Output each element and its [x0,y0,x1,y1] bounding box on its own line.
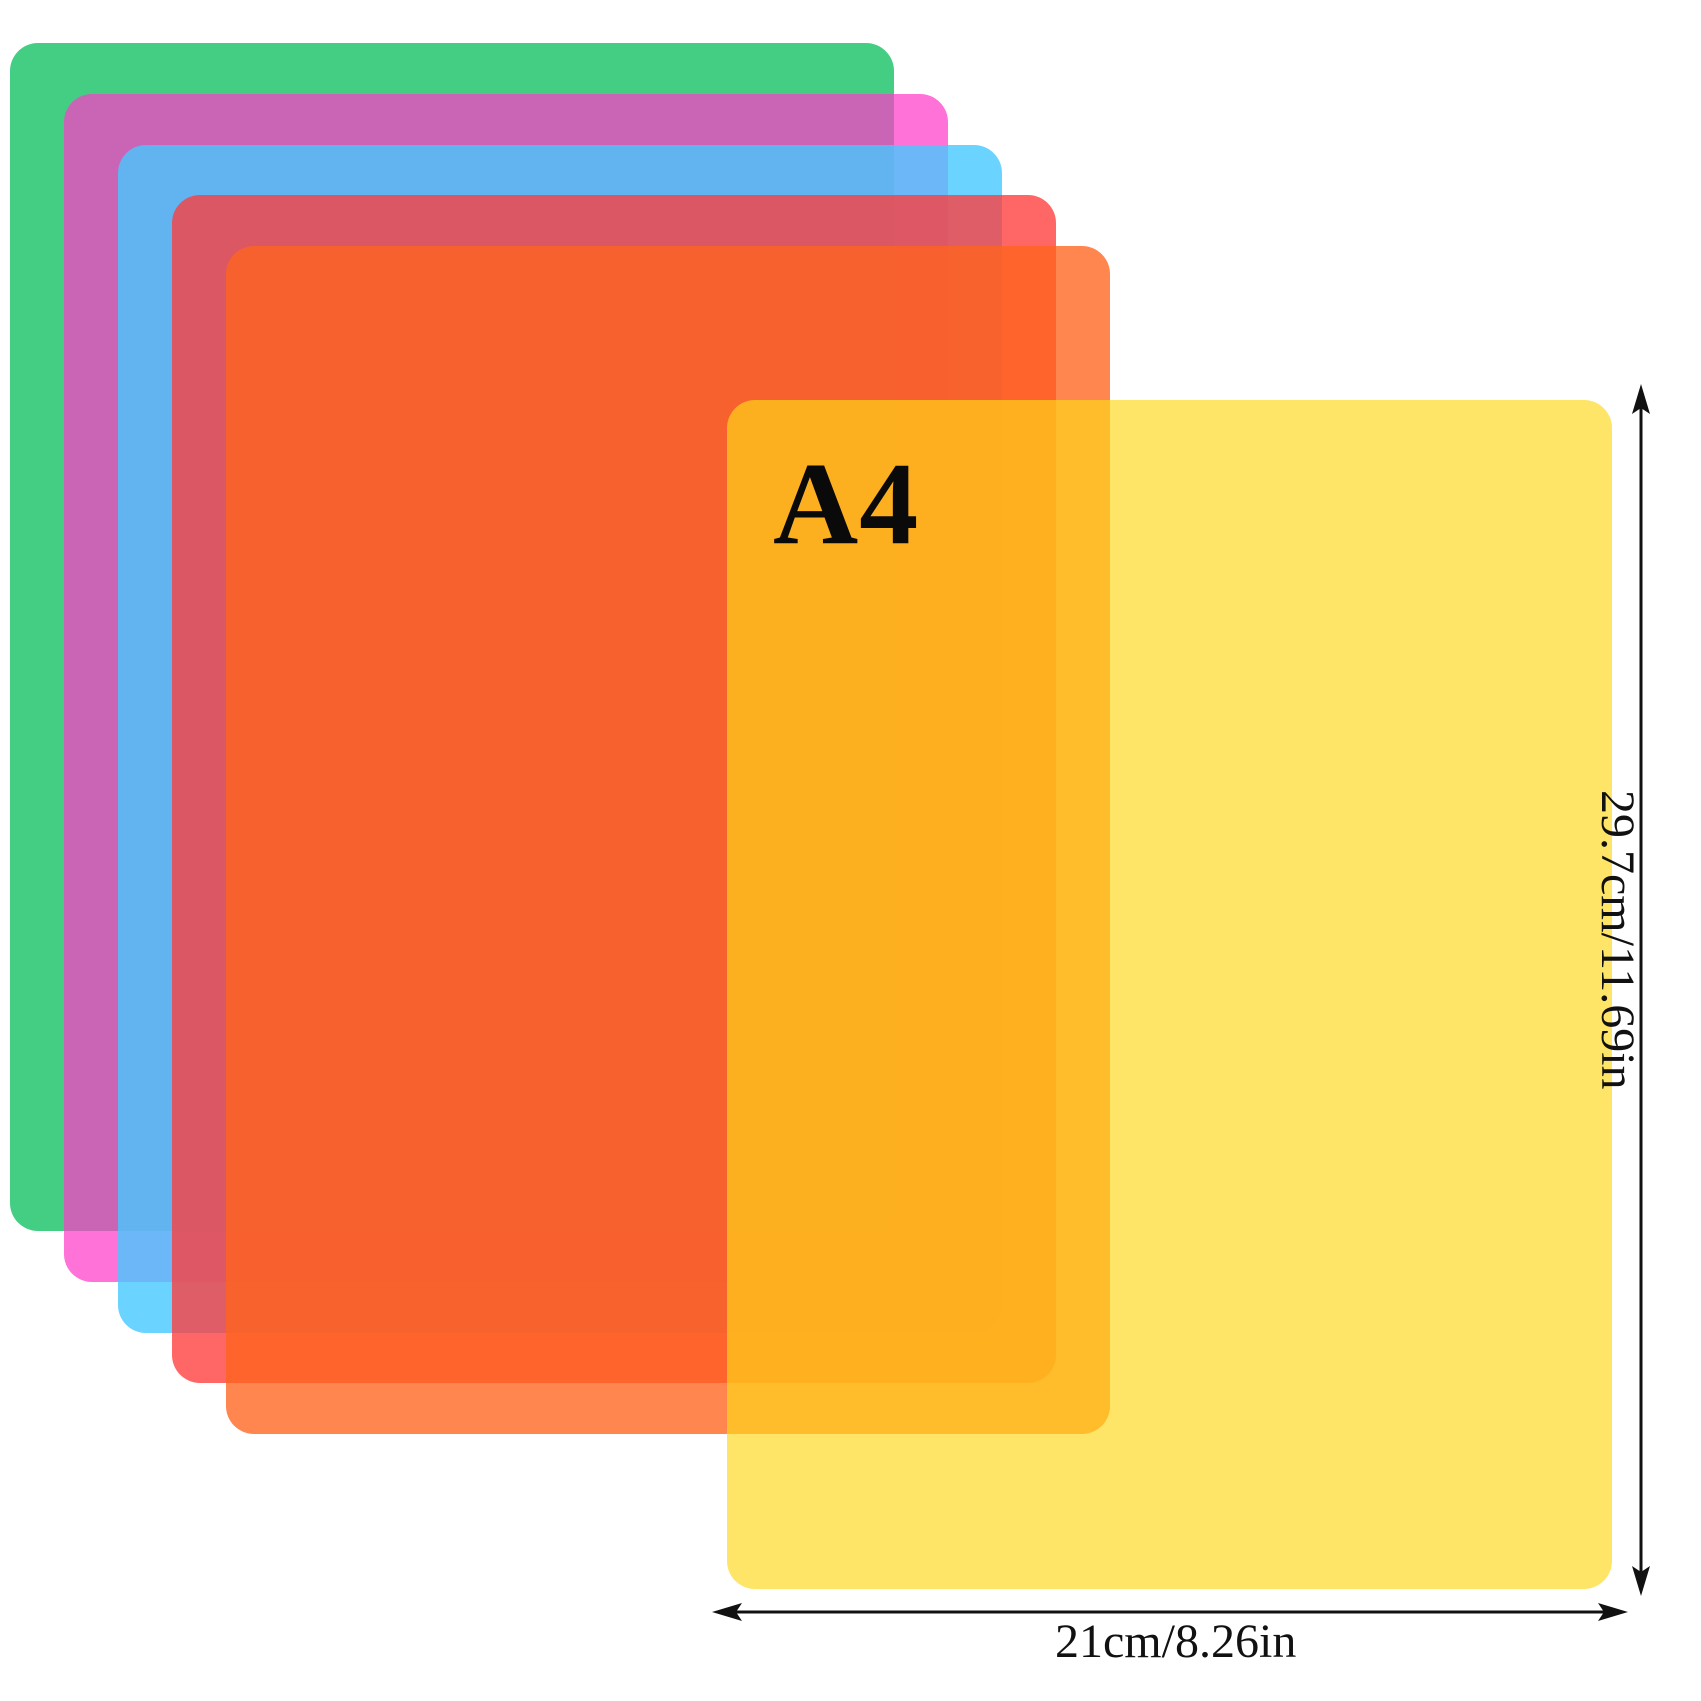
height-arrow-icon [1632,384,1650,1596]
height-label: 29.7cm/11.69in [1591,790,1644,1090]
sheet-yellow [727,400,1612,1589]
width-arrow-icon [712,1603,1628,1621]
width-label: 21cm/8.26in [1055,1615,1297,1668]
size-label: A4 [773,438,920,569]
